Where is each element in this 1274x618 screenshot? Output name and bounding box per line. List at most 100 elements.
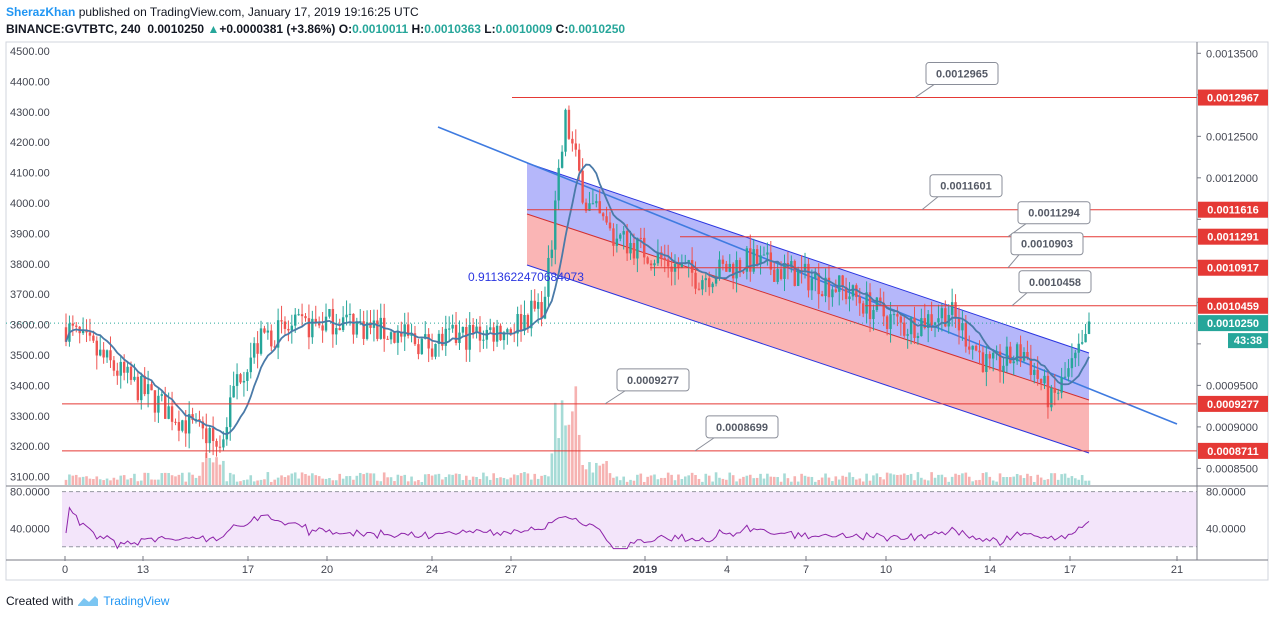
candle-body	[177, 422, 181, 431]
volume-bar	[1036, 474, 1039, 485]
candle-body	[1074, 352, 1077, 359]
volume-bar	[967, 476, 971, 485]
channel-median-line	[526, 213, 1090, 401]
candle-body	[434, 343, 437, 357]
volume-bar	[122, 475, 126, 485]
volume-bar	[690, 472, 694, 485]
candle-body	[711, 283, 714, 288]
candle-body	[567, 109, 571, 139]
volume-bar	[557, 438, 560, 485]
candle-body	[827, 277, 831, 298]
candle-body	[591, 203, 595, 205]
volume-bar	[454, 473, 458, 485]
volume-bar	[885, 472, 889, 485]
volume-bar	[417, 479, 420, 485]
candle-body	[834, 289, 838, 292]
volume-bar	[677, 474, 680, 485]
tradingview-brand-link[interactable]: TradingView	[103, 594, 170, 608]
volume-bar	[177, 474, 181, 485]
candle-body	[345, 314, 348, 318]
candle-body	[471, 324, 475, 333]
volume-bar	[889, 473, 892, 485]
volume-bar	[304, 474, 307, 485]
rsi-left-tick: 40.0000	[10, 523, 50, 535]
candle-body	[280, 320, 283, 322]
low-value: 0.0010009	[495, 22, 553, 36]
candle-body	[1012, 361, 1015, 364]
volume-bar	[844, 476, 848, 485]
candle-body	[838, 275, 841, 292]
volume-bar	[126, 479, 129, 485]
candle-body	[861, 303, 865, 314]
volume-bar	[1074, 478, 1077, 485]
candle-body	[1019, 344, 1022, 361]
x-axis-tick-label: 14	[984, 564, 996, 576]
candle-body	[923, 318, 926, 328]
volume-bar	[598, 465, 602, 485]
volume-bar	[978, 479, 981, 485]
left-axis-tick-label: 3200.00	[10, 441, 50, 453]
candle-body	[205, 428, 208, 444]
volume-bar	[427, 474, 430, 485]
candle-body	[441, 333, 444, 346]
volume-bar	[629, 479, 632, 485]
volume-bar	[287, 475, 290, 485]
volume-bar	[961, 473, 964, 485]
volume-bar	[687, 475, 690, 485]
candle-body	[1015, 344, 1019, 362]
level-callout-box[interactable]	[925, 62, 999, 86]
candle-body	[697, 288, 701, 290]
volume-bar	[471, 476, 475, 485]
volume-bar	[841, 475, 844, 485]
candle-body	[102, 349, 105, 358]
x-axis-tick-label: 10	[880, 564, 892, 576]
candle-body	[239, 374, 242, 383]
candle-body	[352, 313, 355, 335]
candle-body	[167, 406, 170, 419]
level-callout-box[interactable]	[705, 415, 779, 439]
level-callout-box[interactable]	[1010, 232, 1084, 256]
candle-body	[865, 292, 868, 314]
volume-bar	[1077, 479, 1081, 485]
level-callout-box[interactable]	[1018, 270, 1092, 294]
candle-body	[413, 333, 417, 345]
volume-bar	[338, 473, 342, 485]
candle-body	[944, 308, 947, 327]
candle-body	[701, 280, 704, 290]
volume-bar	[143, 472, 146, 485]
candle-body	[266, 330, 270, 333]
channel-lower-fill	[527, 214, 1089, 453]
volume-bar	[878, 476, 882, 485]
left-axis-tick-label: 3600.00	[10, 320, 50, 332]
volume-bar	[170, 475, 174, 485]
candle-body	[403, 324, 406, 337]
volume-bar	[290, 473, 294, 485]
candle-body	[126, 366, 129, 373]
volume-bar	[434, 474, 437, 485]
candle-body	[851, 285, 855, 297]
volume-bar	[403, 474, 407, 485]
candle-body	[71, 323, 75, 326]
volume-bar	[1080, 475, 1084, 485]
volume-bar	[225, 481, 229, 485]
author-name[interactable]: SherazKhan	[6, 5, 76, 19]
candle-body	[122, 361, 126, 373]
volume-bar	[930, 472, 933, 485]
rsi-band	[62, 491, 1197, 547]
candle-body	[814, 273, 817, 279]
level-callout-box[interactable]	[929, 174, 1003, 198]
volume-bar	[218, 464, 222, 485]
candle-body	[916, 336, 920, 338]
volume-bar	[280, 475, 283, 485]
level-price-tag	[1198, 297, 1268, 314]
volume-bar	[98, 479, 102, 485]
level-callout-text: 0.0011294	[1028, 208, 1080, 220]
candle-body	[1087, 321, 1091, 334]
volume-bar	[150, 479, 153, 485]
volume-bar	[902, 473, 906, 485]
volume-bar	[899, 474, 903, 485]
level-callout-box[interactable]	[616, 368, 690, 392]
volume-bar	[933, 477, 937, 485]
level-callout-box[interactable]	[1017, 201, 1091, 225]
